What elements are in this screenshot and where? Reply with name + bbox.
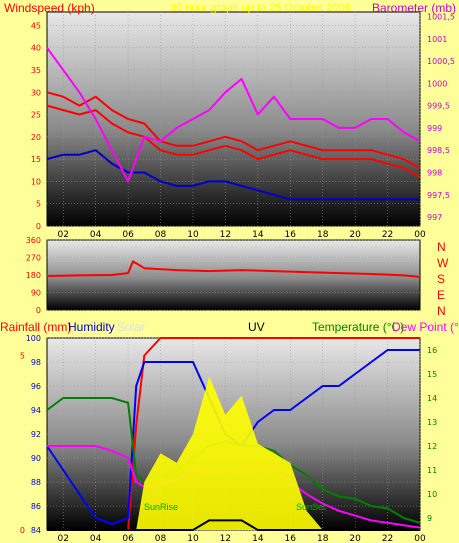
rainfall-label: Rainfall (mm): [0, 320, 72, 334]
y-right-tick-label: 10: [427, 490, 437, 499]
y-left-tick-label: 360: [26, 236, 41, 245]
y-left-tick-label: 30: [31, 88, 41, 97]
y-left-tick-label: 270: [26, 254, 41, 263]
series-solar-area: [47, 376, 420, 530]
y-right-tick-label: 1000: [427, 79, 447, 88]
x-tick-label: 00: [414, 534, 426, 543]
series-barometer-line: [46, 47, 421, 183]
y-left-tick-label: 15: [31, 155, 41, 164]
wind-barometer-chart: 0 5 10 15 20 25 30 35 40 45 02 04 06 08 10 12 14 16 18 20 22…: [31, 11, 455, 240]
x-tick-label: 18: [317, 230, 329, 240]
y-left-tick-label: 94: [31, 406, 41, 415]
y-left-tick-label: 90: [31, 454, 41, 463]
y-right-tick-label: 11: [427, 466, 437, 475]
y-left-tick-label: 88: [31, 478, 41, 487]
y-left-tick-label: 100: [26, 334, 41, 343]
barometer-label: Barometer (mb): [372, 1, 457, 15]
y-left-tick-label: 98: [31, 358, 41, 367]
y-right-tick-label: 15: [427, 370, 437, 379]
x-tick-label: 08: [155, 230, 167, 240]
humidity-label: Humidity: [68, 320, 115, 334]
y-left-tick-label: 86: [31, 502, 41, 511]
y-left-tick-label: 90: [31, 289, 41, 298]
y-left-tick-label: 45: [31, 21, 41, 30]
y-right-tick-label: 9: [427, 514, 432, 523]
x-tick-label: 10: [187, 534, 199, 543]
dewpoint-label: Dew Point (°C: [392, 320, 459, 334]
wind-direction-chart: 0 90 180 270 360: [26, 236, 421, 315]
x-tick-label: 00: [414, 230, 426, 240]
rain-tick-label: 5: [20, 351, 25, 360]
x-tick-label: 08: [155, 534, 167, 543]
x-tick-label: 22: [382, 230, 393, 240]
y-left-tick-label: 25: [31, 111, 41, 120]
y-right-tick-label: 998: [427, 169, 442, 178]
y-left-tick-label: 20: [31, 133, 41, 142]
series-direction-line: [46, 260, 421, 278]
y-right-tick-label: 16: [427, 346, 437, 355]
y-right-tick-label: 997,5: [427, 191, 450, 200]
y-left-tick-label: 96: [31, 382, 41, 391]
y-left-tick-label: 0: [36, 306, 41, 315]
y-left-tick-label: 35: [31, 66, 41, 75]
uv-label: UV: [248, 320, 265, 334]
plot-area: [46, 11, 421, 227]
y-right-tick-label: 12: [427, 442, 437, 451]
y-right-tick-label: 1001,5: [427, 12, 455, 21]
x-tick-label: 02: [57, 230, 68, 240]
sunrise-label: SunRise: [144, 502, 179, 512]
x-tick-label: 12: [220, 534, 231, 543]
y-left-tick-label: 5: [36, 200, 41, 209]
windspeed-label: Windspeed (kph): [4, 1, 95, 15]
x-tick-label: 20: [349, 230, 361, 240]
x-tick-label: 10: [187, 230, 199, 240]
temperature-label: Temperature (°C): [312, 320, 405, 334]
rain-tick-label: 0: [20, 526, 25, 535]
x-tick-label: 04: [90, 534, 102, 543]
date-title: 30 hour graph up to 25 October 2006: [170, 2, 352, 14]
series-avg-line: [46, 149, 420, 201]
x-tick-label: 16: [285, 534, 297, 543]
y-left-tick-label: 180: [26, 271, 41, 280]
x-tick-label: 12: [220, 230, 231, 240]
y-left-tick-label: 10: [31, 177, 41, 186]
x-tick-label: 14: [252, 230, 264, 240]
sunset-label: SunSet: [296, 502, 326, 512]
y-right-tick-label: 999: [427, 124, 442, 133]
series-wind-line: [46, 104, 421, 178]
dir-letter-n-top: N: [437, 240, 446, 254]
dir-letter-s: S: [437, 272, 446, 286]
y-left-tick-label: 84: [31, 526, 41, 535]
y-right-tick-label: 1000,5: [427, 57, 455, 66]
dir-letter-e: E: [437, 288, 446, 302]
solar-label: Solar: [117, 320, 146, 334]
x-tick-label: 22: [382, 534, 393, 543]
series-uv-line: [47, 519, 420, 531]
x-tick-label: 02: [57, 534, 68, 543]
dir-letter-w: W: [437, 256, 449, 270]
x-tick-label: 06: [122, 230, 134, 240]
x-tick-label: 04: [90, 230, 102, 240]
y-left-tick-label: 0: [36, 222, 41, 231]
x-tick-label: 14: [252, 534, 264, 543]
y-right-tick-label: 1001: [427, 35, 447, 44]
y-right-tick-label: 998,5: [427, 146, 450, 155]
x-tick-label: 18: [317, 534, 329, 543]
x-tick-label: 16: [285, 230, 297, 240]
y-left-tick-label: 40: [31, 44, 41, 53]
y-right-tick-label: 13: [427, 418, 437, 427]
y-right-tick-label: 999,5: [427, 102, 450, 111]
x-tick-label: 06: [122, 534, 134, 543]
y-left-tick-label: 92: [31, 430, 41, 439]
y-right-tick-label: 997: [427, 213, 442, 222]
y-right-tick-label: 14: [427, 394, 437, 403]
x-tick-label: 20: [349, 534, 361, 543]
dir-letter-n-bottom: N: [437, 304, 446, 318]
series-gust-line: [46, 91, 421, 169]
